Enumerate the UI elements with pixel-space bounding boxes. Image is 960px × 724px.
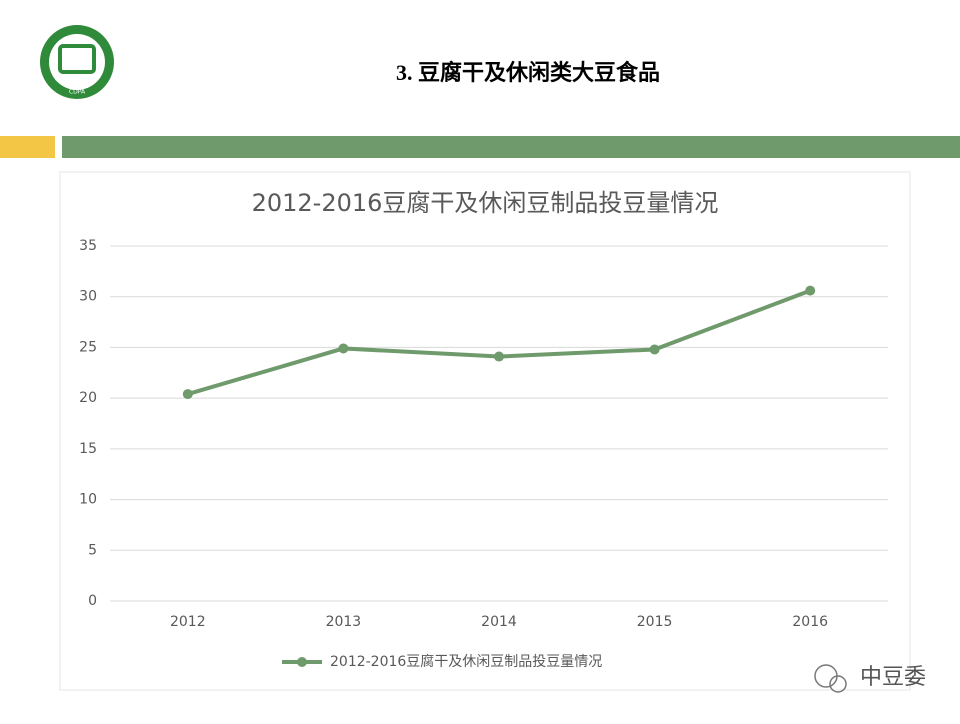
y-tick-label: 5 <box>88 542 97 558</box>
x-tick-label: 2016 <box>792 614 828 630</box>
y-tick-label: 10 <box>79 492 97 508</box>
data-point <box>649 344 660 355</box>
data-point <box>182 389 193 400</box>
chart-title: 2012-2016豆腐干及休闲豆制品投豆量情况 <box>252 189 719 217</box>
y-tick-label: 0 <box>88 593 97 609</box>
watermark-icon <box>829 675 847 693</box>
logo-text: CDPA <box>69 89 86 96</box>
header-bar <box>62 136 960 158</box>
x-tick-label: 2014 <box>481 614 517 630</box>
y-tick-label: 30 <box>79 289 97 305</box>
accent-bar <box>0 136 55 158</box>
x-tick-label: 2012 <box>170 614 206 630</box>
legend-marker <box>297 657 307 667</box>
data-point <box>338 343 349 354</box>
y-tick-label: 20 <box>79 390 97 406</box>
y-tick-label: 35 <box>79 238 97 254</box>
data-point <box>494 351 504 362</box>
chart-frame <box>59 171 911 691</box>
watermark: 中豆委 <box>814 664 926 693</box>
logo-inner <box>49 34 105 90</box>
x-tick-label: 2015 <box>637 614 673 630</box>
y-tick-label: 25 <box>79 339 97 355</box>
legend-label: 2012-2016豆腐干及休闲豆制品投豆量情况 <box>330 653 602 670</box>
logo-mark <box>58 44 96 74</box>
watermark-text: 中豆委 <box>860 665 926 690</box>
slide-title: 3. 豆腐干及休闲类大豆食品 <box>396 60 660 85</box>
x-tick-label: 2013 <box>326 614 362 630</box>
data-point <box>805 285 816 296</box>
y-tick-label: 15 <box>79 441 97 457</box>
logo: CDPA <box>40 25 114 99</box>
